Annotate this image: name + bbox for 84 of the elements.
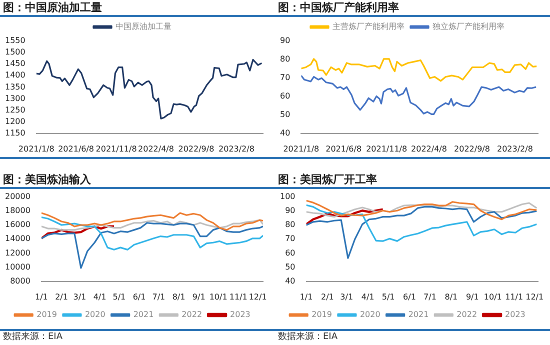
legend-label: 2023: [230, 310, 250, 320]
y-tick-label: 14000: [4, 234, 30, 244]
legend-label: 2023: [505, 310, 526, 320]
x-tick-label: 9/1: [466, 292, 479, 302]
x-tick-label: 10/1: [209, 292, 228, 302]
legend-label: 2021: [408, 310, 429, 320]
y-tick-label: 40: [280, 128, 290, 138]
y-tick-label: 10000: [4, 262, 30, 272]
x-tick-label: 8/1: [172, 292, 186, 302]
y-tick-label: 1500: [5, 48, 26, 57]
source-note: 数据来源：EIA: [275, 329, 550, 344]
legend-label: 中国原油加工量: [116, 22, 172, 32]
y-tick-label: 40: [285, 276, 296, 286]
legend-label: 2022: [182, 310, 202, 320]
x-tick-label: 1/1: [35, 292, 48, 302]
y-tick-label: 60: [280, 92, 290, 101]
y-tick-label: 12000: [4, 248, 30, 258]
legend-label: 2020: [360, 310, 380, 320]
chart-title: 图：中国原油加工量: [0, 0, 275, 17]
x-tick-label: 4/1: [93, 292, 106, 302]
x-tick-label: 2023/2/8: [496, 144, 533, 154]
y-tick-label: 1400: [5, 70, 26, 80]
x-tick-label: 2021/11/8: [366, 144, 408, 154]
x-tick-label: 2022/4/8: [138, 144, 174, 154]
source-note: 数据来源：EIA: [0, 329, 275, 344]
y-tick-label: 80: [285, 220, 296, 230]
x-tick-label: 2021/1/8: [283, 144, 320, 154]
y-tick-label: 1250: [5, 105, 26, 114]
x-tick-label: 12/1: [248, 292, 267, 302]
legend-label: 主营炼厂产能利用率: [332, 22, 404, 32]
y-tick-label: 8000: [10, 276, 30, 286]
y-tick-label: 90: [280, 36, 290, 46]
y-tick-label: 18000: [4, 206, 30, 215]
chart-title: 图：美国炼油输入: [0, 172, 275, 189]
y-tick-label: 70: [285, 234, 296, 244]
x-tick-label: 2/1: [55, 292, 68, 302]
x-tick-label: 7/1: [152, 292, 166, 302]
legend-label: 2020: [84, 310, 106, 320]
x-tick-label: 11/1: [229, 292, 248, 302]
x-tick-label: 2022/9/8: [454, 144, 490, 154]
y-tick-label: 1550: [5, 36, 26, 46]
y-tick-label: 80: [280, 54, 290, 64]
y-tick-label: 1150: [5, 128, 26, 138]
y-tick-label: 60: [285, 248, 296, 258]
x-tick-label: 2023/2/8: [218, 144, 254, 154]
x-tick-label: 3/1: [340, 292, 354, 302]
x-tick-label: 11/1: [505, 292, 524, 302]
x-tick-label: 2021/6/8: [326, 144, 362, 154]
y-tick-label: 20000: [4, 192, 30, 201]
x-tick-label: 10/1: [484, 292, 502, 302]
x-tick-label: 2022/4/8: [411, 144, 447, 154]
x-tick-label: 2021/1/8: [18, 144, 54, 154]
y-tick-label: 1300: [5, 94, 26, 103]
x-tick-label: 8/1: [444, 292, 458, 302]
y-tick-label: 1350: [5, 82, 26, 92]
chart-title: 图：美国炼厂开工率: [275, 172, 550, 189]
y-tick-label: 90: [285, 206, 296, 215]
x-tick-label: 12/1: [526, 292, 544, 302]
y-tick-label: 16000: [4, 220, 30, 230]
chart-title: 图：中国炼厂产能利用率: [275, 0, 550, 17]
legend-label: 2019: [36, 310, 57, 320]
y-tick-label: 1450: [5, 59, 26, 68]
legend-label: 独立炼厂产能利用率: [432, 22, 504, 32]
x-tick-label: 9/1: [192, 292, 206, 302]
x-tick-label: 6/1: [403, 292, 416, 302]
x-tick-label: 2022/9/8: [178, 144, 214, 154]
x-tick-label: 4/1: [361, 292, 374, 302]
x-tick-label: 3/1: [73, 292, 86, 302]
legend-label: 2021: [133, 310, 154, 320]
y-tick-label: 1200: [5, 116, 26, 126]
x-tick-label: 5/1: [382, 292, 395, 302]
x-tick-label: 1/1: [300, 292, 313, 302]
x-tick-label: 2/1: [321, 292, 334, 302]
x-tick-label: 2021/6/8: [58, 144, 94, 154]
x-tick-label: 5/1: [112, 292, 126, 302]
x-tick-label: 2021/11/8: [96, 144, 137, 154]
y-tick-label: 100: [280, 192, 296, 201]
legend-label: 2022: [456, 310, 478, 320]
legend-label: 2019: [312, 310, 332, 320]
y-tick-label: 50: [285, 262, 296, 272]
y-tick-label: 70: [280, 73, 290, 82]
x-tick-label: 7/1: [424, 292, 436, 302]
x-tick-label: 6/1: [132, 292, 146, 302]
y-tick-label: 50: [280, 110, 290, 119]
